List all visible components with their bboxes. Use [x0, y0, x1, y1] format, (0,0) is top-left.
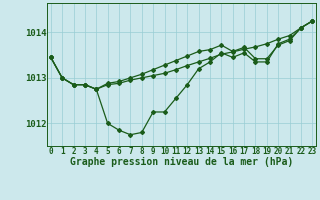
X-axis label: Graphe pression niveau de la mer (hPa): Graphe pression niveau de la mer (hPa)	[70, 157, 293, 167]
